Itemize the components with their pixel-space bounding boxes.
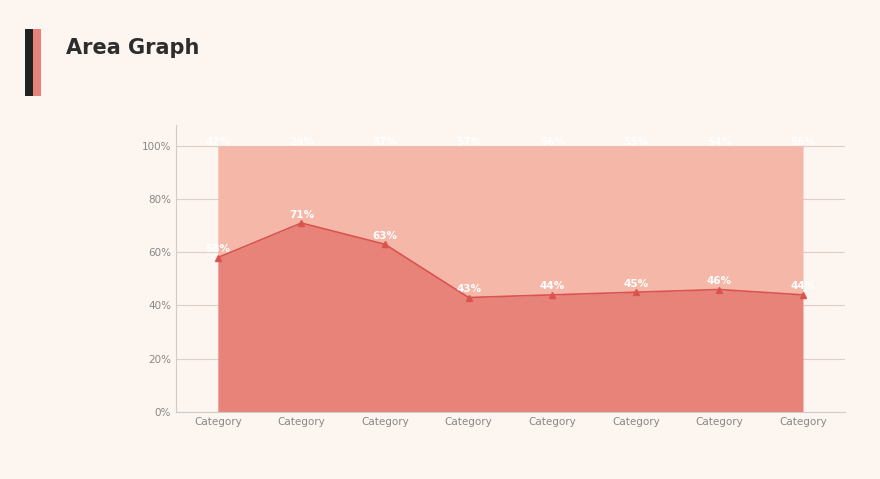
Text: Area Graph: Area Graph xyxy=(66,38,200,58)
Legend: Series 1, Series 2: Series 1, Series 2 xyxy=(422,475,598,479)
Text: 54%: 54% xyxy=(707,137,732,147)
Text: 55%: 55% xyxy=(623,137,649,147)
Text: 56%: 56% xyxy=(539,137,565,147)
Text: 42%: 42% xyxy=(205,137,231,147)
Text: 71%: 71% xyxy=(289,209,314,219)
Text: 56%: 56% xyxy=(790,137,816,147)
Text: 57%: 57% xyxy=(456,137,481,147)
Text: 29%: 29% xyxy=(289,137,314,147)
Text: 58%: 58% xyxy=(205,244,231,254)
Text: 43%: 43% xyxy=(456,284,481,294)
Text: 63%: 63% xyxy=(372,231,398,241)
Text: 44%: 44% xyxy=(790,281,816,291)
Text: 46%: 46% xyxy=(707,276,732,286)
Text: 37%: 37% xyxy=(372,137,398,147)
Text: 44%: 44% xyxy=(539,281,565,291)
Text: 45%: 45% xyxy=(623,279,649,289)
